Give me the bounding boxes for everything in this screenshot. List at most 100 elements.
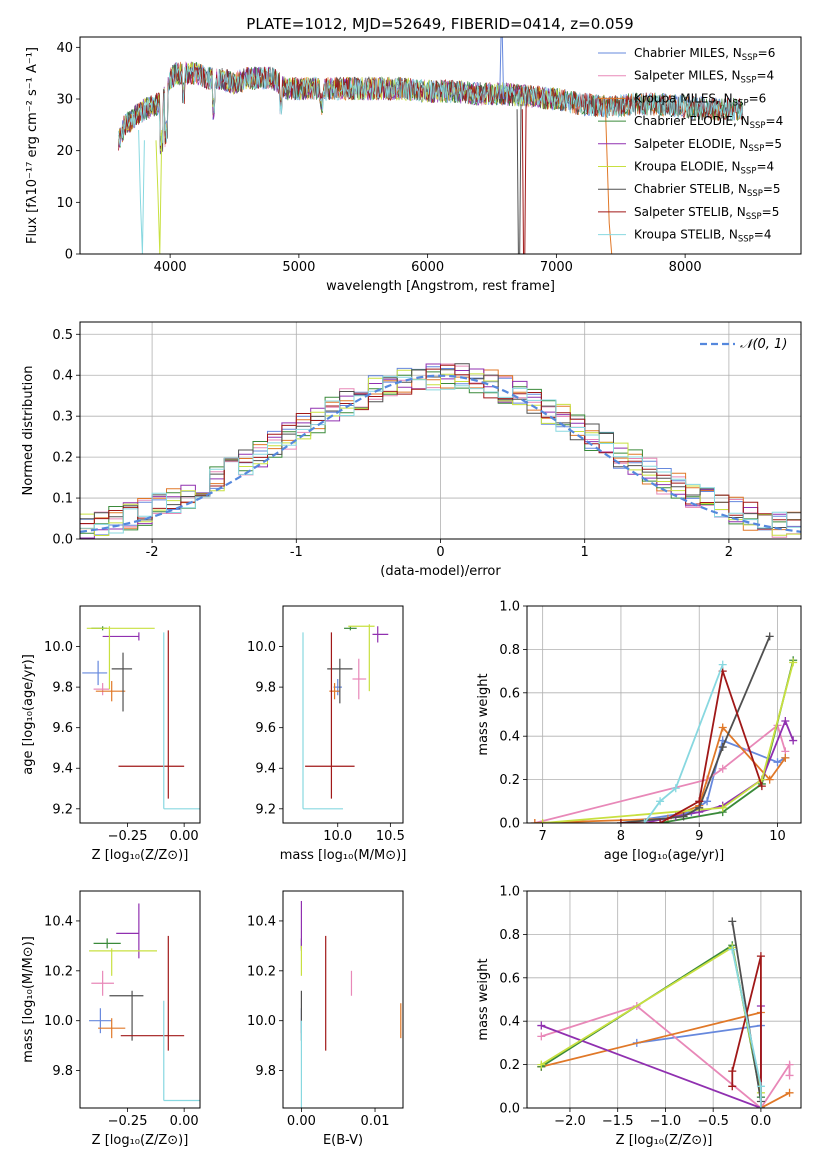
data-point-chabrier-stelib bbox=[765, 632, 774, 641]
data-point-salpeter-miles bbox=[537, 1032, 546, 1041]
data-point-kroupa-elodie bbox=[538, 819, 547, 823]
errorbar-chabrier-elodie bbox=[344, 626, 357, 631]
legend-label: Salpeter MILES, NSSP=4 bbox=[634, 69, 774, 86]
spectrum-line-salpeter-miles bbox=[118, 61, 557, 153]
y-tick-label: 9.6 bbox=[255, 721, 276, 736]
data-point-salpeter-elodie bbox=[537, 1021, 546, 1030]
y-tick-label: 10.0 bbox=[44, 1014, 73, 1029]
series-line-salpeter-stelib bbox=[731, 955, 762, 1108]
mass-vs-Z-panel: −0.25 0.00 9.8 10.0 10.2 10.4 Z [log₁₀(Z/Z⊙)] m… bbox=[21, 890, 201, 1148]
y-tick-label: 1.0 bbox=[499, 885, 520, 900]
x-tick-label: 10.0 bbox=[323, 829, 352, 844]
x-tick-label: −0.5 bbox=[697, 1114, 729, 1129]
series-line-kroupa-elodie bbox=[542, 662, 795, 823]
figure-title: PLATE=1012, MJD=52649, FIBERID=0414, z=0… bbox=[246, 15, 633, 33]
reference-normal-curve bbox=[79, 374, 802, 533]
data-point-kroupa-elodie bbox=[537, 1060, 546, 1069]
y-tick-label: 0.3 bbox=[52, 410, 73, 425]
data-point-salpeter-stelib bbox=[757, 782, 766, 791]
x-tick-label: −2.0 bbox=[554, 1114, 586, 1129]
data-point-kroupa-stelib bbox=[728, 945, 737, 954]
x-tick-label: 0.01 bbox=[361, 1114, 390, 1129]
x-tick-label: −0.25 bbox=[108, 1114, 148, 1129]
x-tick-label: −1.0 bbox=[650, 1114, 682, 1129]
x-axis-label: E(B-V) bbox=[323, 1133, 363, 1148]
data-point-chabrier-miles bbox=[773, 758, 782, 767]
spectrum-feature-salpeter-stelib bbox=[521, 104, 527, 254]
y-tick-label: 10 bbox=[56, 196, 73, 211]
spectrum-feature-chabrier-stelib bbox=[516, 104, 522, 254]
legend-label: Chabrier ELODIE, NSSP=4 bbox=[634, 114, 783, 131]
legend-label-count: =4 bbox=[756, 160, 774, 174]
y-tick-label: 9.2 bbox=[255, 802, 276, 817]
y-tick-label: 10.0 bbox=[44, 640, 73, 655]
spectrum-lines bbox=[118, 37, 744, 254]
x-axis-label: mass [log₁₀(M/M⊙)] bbox=[280, 848, 407, 863]
series-line-kroupa-stelib bbox=[643, 664, 724, 823]
data-point-kroupa-miles bbox=[781, 753, 790, 762]
errorbar-chabrier-miles bbox=[82, 660, 108, 686]
legend-label-count: =5 bbox=[764, 137, 782, 151]
legend-label-subscript: SSP bbox=[733, 98, 749, 108]
y-tick-label: 0.2 bbox=[499, 1058, 520, 1073]
y-tick-label: 0.1 bbox=[52, 492, 73, 507]
y-tick-label: 0.8 bbox=[499, 643, 520, 658]
plot-frame bbox=[526, 890, 802, 1109]
data-point-kroupa-stelib bbox=[671, 784, 680, 793]
legend-label-subscript: SSP bbox=[741, 167, 757, 177]
y-axis-label: Normed distribution bbox=[21, 366, 36, 496]
data-point-salpeter-stelib bbox=[728, 1082, 737, 1091]
legend-label: Chabrier MILES, NSSP=6 bbox=[634, 46, 775, 63]
y-axis-label: mass weight bbox=[476, 673, 491, 755]
y-tick-label: 9.8 bbox=[255, 1064, 276, 1079]
data-point-kroupa-stelib bbox=[756, 1104, 765, 1108]
y-axis-label: mass weight bbox=[476, 958, 491, 1040]
legend-label-text: Chabrier STELIB, N bbox=[634, 182, 747, 196]
x-axis-label: age [log₁₀(age/yr)] bbox=[604, 848, 725, 863]
y-tick-label: 40 bbox=[56, 41, 73, 56]
histogram-kroupa-stelib bbox=[80, 375, 801, 534]
legend-label-count: =6 bbox=[749, 91, 767, 105]
y-tick-label: 30 bbox=[56, 93, 73, 108]
legend-label-subscript: SSP bbox=[742, 53, 758, 63]
errorbars bbox=[302, 624, 389, 810]
x-tick-label: 0.00 bbox=[170, 829, 199, 844]
data-point-salpeter-miles bbox=[785, 1071, 794, 1080]
x-tick-label: 0.00 bbox=[287, 1114, 316, 1129]
plot-frame bbox=[526, 605, 802, 824]
spectrum-feature-kroupa-miles bbox=[604, 104, 613, 254]
plot-frame bbox=[79, 605, 201, 824]
legend-label-text: Chabrier ELODIE, N bbox=[634, 114, 750, 128]
y-tick-label: 0.6 bbox=[499, 686, 520, 701]
series-lines bbox=[537, 917, 794, 1108]
plot-frame bbox=[79, 321, 802, 540]
y-axis-label: age [log₁₀(age/yr)] bbox=[21, 654, 36, 775]
errorbar-kroupa-stelib bbox=[163, 1000, 200, 1102]
x-tick-label: 1 bbox=[581, 545, 589, 560]
mass-vs-ebv-panel: 0.00 0.01 9.8 10.0 10.2 10.4 E(B-V) bbox=[247, 890, 404, 1148]
data-point-salpeter-miles bbox=[718, 764, 727, 773]
errorbar-kroupa-stelib bbox=[302, 632, 343, 810]
x-axis-label: Z [log₁₀(Z/Z⊙)] bbox=[92, 1133, 189, 1148]
legend-label-count: =5 bbox=[762, 205, 780, 219]
data-point-salpeter-stelib bbox=[656, 819, 665, 823]
x-tick-label: 8000 bbox=[669, 260, 702, 275]
errorbar-kroupa-elodie bbox=[86, 626, 155, 690]
y-tick-label: 10.0 bbox=[247, 1014, 276, 1029]
legend-label-subscript: SSP bbox=[738, 235, 754, 245]
data-point-kroupa-miles bbox=[718, 723, 727, 732]
y-axis-label: Flux [fλ10⁻¹⁷ erg cm⁻² s⁻¹ A⁻¹] bbox=[25, 47, 40, 244]
legend-label-count: =4 bbox=[756, 69, 774, 83]
legend-label-subscript: SSP bbox=[747, 189, 763, 199]
y-tick-label: 0.5 bbox=[52, 328, 73, 343]
plot-frame bbox=[282, 605, 404, 824]
spectrum-feature-chabrier-miles bbox=[499, 37, 505, 100]
legend-label-subscript: SSP bbox=[746, 212, 762, 222]
y-tick-label: 0.2 bbox=[52, 451, 73, 466]
y-tick-label: 0.4 bbox=[52, 369, 73, 384]
data-point-salpeter-elodie bbox=[781, 717, 790, 726]
x-tick-label: -2 bbox=[146, 545, 159, 560]
y-tick-label: 0.0 bbox=[499, 817, 520, 832]
data-point-kroupa-stelib bbox=[656, 797, 665, 806]
y-tick-label: 9.8 bbox=[255, 681, 276, 696]
